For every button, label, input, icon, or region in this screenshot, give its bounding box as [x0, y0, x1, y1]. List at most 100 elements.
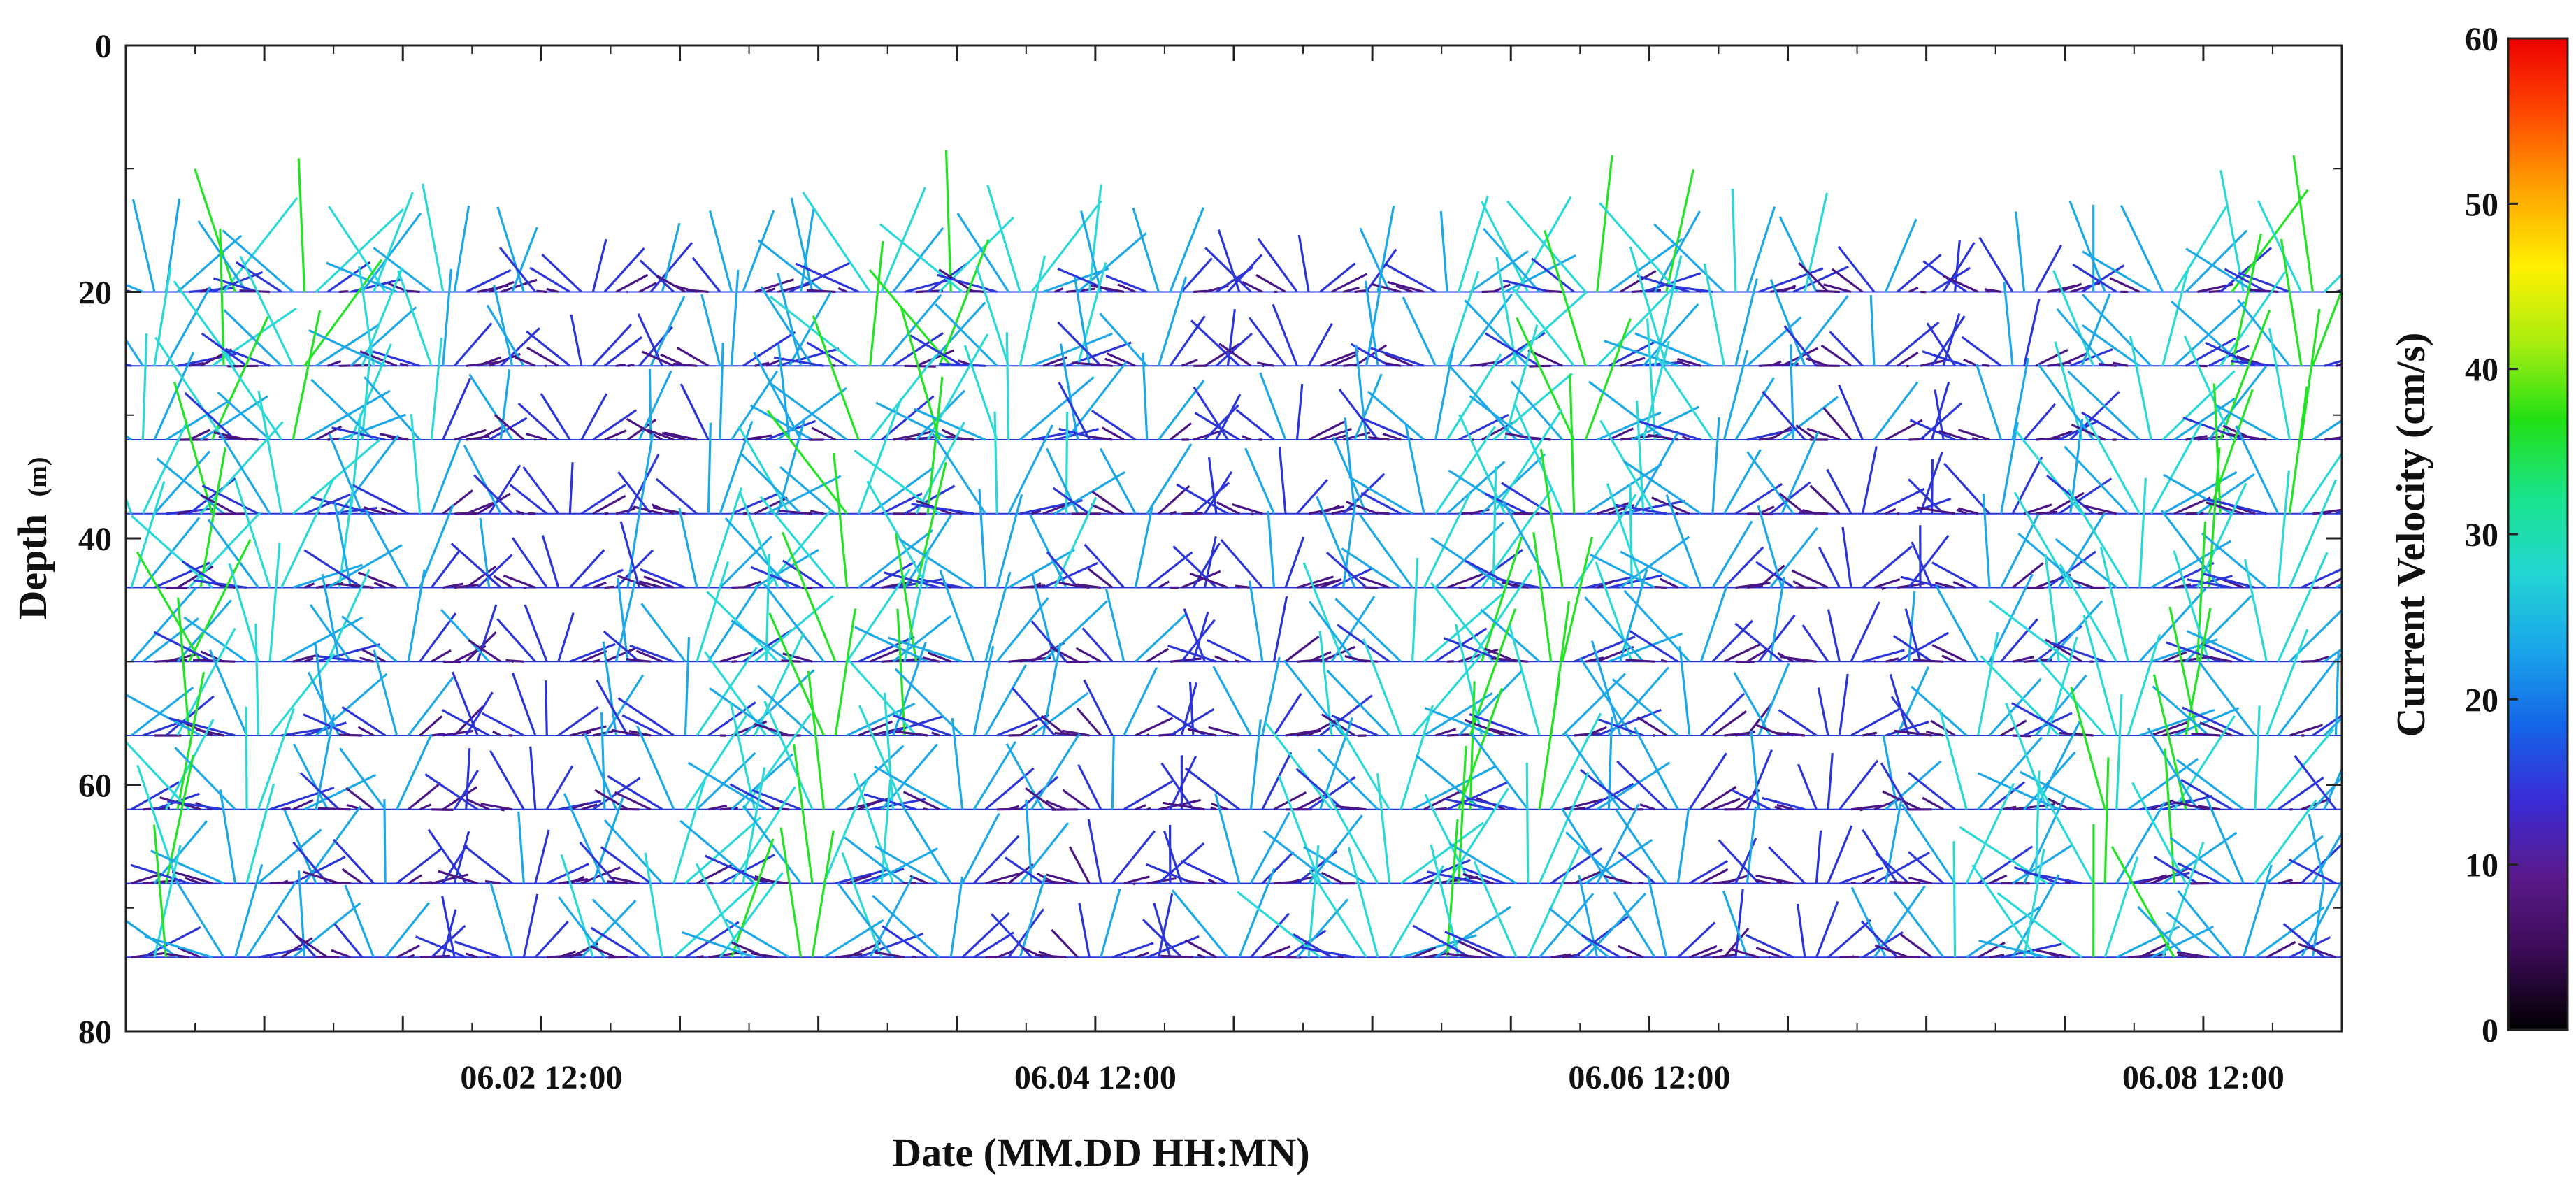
velocity-stick — [742, 210, 775, 293]
velocity-stick — [1411, 652, 1483, 737]
velocity-stick — [1005, 742, 1044, 810]
velocity-stick — [1977, 845, 2034, 884]
velocity-stick — [152, 824, 168, 958]
velocity-stick — [2185, 512, 2204, 515]
velocity-stick — [1677, 921, 1716, 958]
velocity-stick — [1309, 601, 1356, 663]
velocity-stick — [489, 352, 521, 367]
velocity-stick — [2177, 889, 2233, 958]
velocity-stick — [219, 433, 271, 515]
velocity-stick — [1909, 419, 1956, 441]
velocity-stick — [1908, 851, 1945, 884]
velocity-stick — [729, 783, 779, 811]
velocity-stick — [1625, 659, 1655, 663]
velocity-stick — [442, 268, 452, 366]
velocity-stick — [1629, 630, 1679, 663]
velocity-stick — [222, 229, 294, 293]
velocity-stick — [188, 511, 261, 589]
velocity-stick — [1244, 447, 1275, 515]
velocity-stick — [1278, 447, 1287, 514]
velocity-stick — [869, 240, 884, 366]
velocity-stick — [1215, 332, 1253, 367]
velocity-stick — [1616, 809, 1668, 884]
velocity-stick — [498, 247, 537, 293]
velocity-stick — [773, 356, 824, 367]
velocity-stick — [617, 471, 652, 515]
velocity-stick — [2003, 282, 2014, 366]
velocity-stick — [776, 418, 806, 515]
velocity-stick — [1042, 561, 1098, 589]
velocity-stick — [640, 603, 686, 663]
velocity-stick — [2324, 510, 2332, 515]
velocity-stick — [1769, 481, 1811, 515]
velocity-stick — [649, 242, 693, 293]
velocity-stick — [935, 303, 998, 367]
velocity-stick — [1806, 427, 1841, 441]
velocity-stick — [1501, 482, 1552, 515]
velocity-stick — [167, 800, 224, 811]
velocity-stick — [2035, 510, 2058, 515]
velocity-stick — [1942, 275, 1979, 293]
velocity-stick — [2308, 814, 2326, 884]
velocity-stick — [1769, 426, 1792, 441]
velocity-stick — [1237, 891, 1321, 958]
velocity-stick — [176, 671, 206, 810]
velocity-stick — [2219, 310, 2271, 440]
velocity-stick — [1481, 364, 1488, 367]
velocity-stick — [1642, 303, 1699, 367]
velocity-stick — [1184, 939, 1217, 958]
velocity-stick — [757, 239, 825, 293]
velocity-stick — [594, 789, 628, 811]
velocity-stick — [2068, 201, 2106, 293]
velocity-stick — [2298, 942, 2336, 958]
velocity-stick — [2059, 563, 2118, 663]
velocity-stick — [1827, 825, 1853, 884]
velocity-stick — [2046, 491, 2085, 515]
velocity-stick — [337, 582, 374, 589]
velocity-stick — [465, 631, 497, 663]
velocity-stick — [676, 346, 710, 367]
velocity-stick — [1189, 572, 1228, 589]
velocity-stick — [1395, 285, 1413, 294]
velocity-stick — [1873, 660, 1876, 663]
velocity-stick — [2277, 470, 2290, 588]
velocity-stick — [1597, 708, 1662, 737]
velocity-stick — [332, 838, 375, 884]
velocity-stick — [317, 807, 351, 811]
velocity-stick — [350, 306, 417, 367]
velocity-stick — [1646, 875, 1668, 958]
velocity-stick — [1204, 343, 1240, 367]
velocity-stick — [1688, 752, 1727, 810]
velocity-stick — [1516, 317, 1576, 440]
velocity-stick — [779, 827, 803, 958]
velocity-stick — [1839, 759, 1879, 810]
velocity-stick — [1331, 354, 1357, 367]
velocity-stick — [1046, 873, 1079, 885]
velocity-stick — [545, 680, 548, 736]
velocity-stick — [846, 942, 882, 958]
velocity-stick — [2311, 881, 2325, 958]
velocity-stick — [984, 664, 1027, 736]
velocity-stick — [1135, 612, 1188, 663]
velocity-stick — [1913, 659, 1944, 663]
velocity-stick — [615, 508, 635, 515]
velocity-stick — [1207, 457, 1218, 515]
y-tick-label: 40 — [78, 521, 112, 558]
velocity-stick — [2180, 778, 2233, 811]
x-tick-label: 06.02 12:00 — [460, 1059, 622, 1096]
velocity-stick — [1862, 876, 1875, 884]
velocity-stick — [696, 955, 704, 958]
colorbar-tick-label: 10 — [2465, 847, 2498, 884]
velocity-stick — [126, 283, 144, 293]
velocity-stick — [1677, 357, 1701, 367]
velocity-stick — [1052, 487, 1091, 515]
velocity-stick — [1358, 513, 1413, 589]
velocity-stick — [141, 421, 189, 515]
velocity-stick — [1285, 929, 1327, 958]
velocity-stick — [339, 747, 387, 810]
velocity-stick — [269, 787, 335, 811]
velocity-stick — [2150, 540, 2232, 589]
velocity-stick — [1192, 543, 1221, 589]
velocity-stick — [1062, 729, 1090, 737]
velocity-stick — [915, 461, 947, 588]
